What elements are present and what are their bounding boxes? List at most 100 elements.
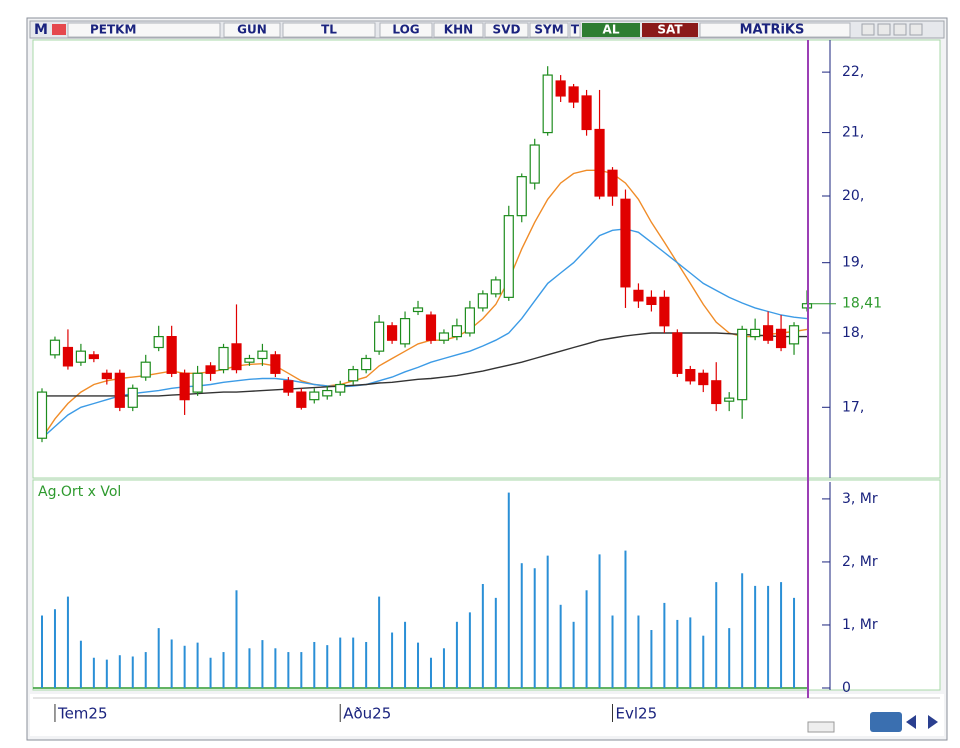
toolbar-button-label: KHN xyxy=(444,23,473,37)
volume-bar xyxy=(79,640,82,688)
sell-label: SAT xyxy=(657,23,683,37)
volume-bar xyxy=(507,492,510,688)
candle-body xyxy=(309,391,320,401)
window-button[interactable] xyxy=(861,23,875,36)
symbol: PETKM xyxy=(90,23,136,37)
window-button[interactable] xyxy=(893,23,907,36)
volume-bar xyxy=(689,617,692,688)
volume-bar xyxy=(300,652,303,688)
sell-button[interactable] xyxy=(642,23,698,37)
x-tick-label: Aðu25 xyxy=(343,705,391,723)
candle-body xyxy=(361,357,372,371)
candle-body xyxy=(296,391,307,408)
candle-body xyxy=(412,307,424,313)
candle-body xyxy=(698,372,709,386)
scroll-right[interactable] xyxy=(928,715,938,729)
buy-label: AL xyxy=(603,23,620,37)
candle-body xyxy=(283,380,294,393)
candle-body xyxy=(322,389,333,397)
candle-body xyxy=(620,198,631,288)
candle-body xyxy=(607,169,618,197)
currency: TL xyxy=(321,23,337,37)
brand: MATRiKS xyxy=(740,23,805,38)
volume-bar xyxy=(494,597,497,688)
volume-bar xyxy=(650,630,653,688)
candle-body xyxy=(775,328,787,349)
plot: 17, 18, 19, 20, 21, 22, 18,41 0 1, Mr 2, Mr 3, Mr T… xyxy=(33,64,882,723)
volume-bar xyxy=(183,645,186,688)
volume-bar xyxy=(520,563,523,688)
scroll-button[interactable] xyxy=(807,721,835,733)
buy-button[interactable] xyxy=(582,23,640,37)
toolbar-buttons: LOG KHN SVD SYM T xyxy=(379,22,581,38)
volume-bar xyxy=(780,582,783,688)
candle-body xyxy=(633,289,644,302)
candle-body xyxy=(114,372,125,408)
y-tick-label: 17, xyxy=(842,399,864,415)
toolbar-button-label: SVD xyxy=(493,23,521,37)
candle-body xyxy=(166,335,177,374)
volume-bar xyxy=(170,639,173,688)
volume-bar xyxy=(533,568,536,688)
last-price-label: 18,41 xyxy=(842,296,882,312)
toolbar-button[interactable] xyxy=(529,22,569,38)
candle-body xyxy=(348,369,359,382)
toolbar-button-label: T xyxy=(571,23,580,37)
volume-bar xyxy=(715,582,718,688)
candle-body xyxy=(374,321,385,352)
candle-body xyxy=(127,387,138,408)
candle-body xyxy=(101,372,112,380)
volume-bar xyxy=(754,585,757,688)
candle-body xyxy=(62,346,74,367)
candle-body xyxy=(490,279,501,295)
candle-body xyxy=(477,293,488,309)
volume-bar xyxy=(585,590,588,688)
y-tick-label: 22, xyxy=(842,64,864,80)
currency-box[interactable] xyxy=(282,22,376,38)
candle-body xyxy=(49,339,61,356)
y-tick-label: 18, xyxy=(842,325,864,341)
volume-bar xyxy=(676,619,679,688)
candle-body xyxy=(685,369,696,382)
toolbar-button-label: LOG xyxy=(392,23,419,37)
symbol-box[interactable] xyxy=(67,22,221,38)
y-tick-label: 1, Mr xyxy=(842,617,878,633)
candle-body xyxy=(425,314,437,341)
volume-bar xyxy=(481,584,484,688)
volume-bar xyxy=(287,652,290,688)
candle-body xyxy=(88,354,99,360)
volume-bar xyxy=(118,655,121,688)
volume-bar xyxy=(663,602,666,688)
volume-bar xyxy=(637,615,640,688)
refresh-button[interactable] xyxy=(870,712,902,732)
volume-bar xyxy=(131,656,134,688)
candle-body xyxy=(788,325,800,345)
candle-body xyxy=(503,215,514,298)
volume-bar xyxy=(378,596,381,688)
candle-body xyxy=(581,95,592,131)
volume-bar xyxy=(144,652,147,688)
volume-bar xyxy=(53,609,56,688)
scroll-left[interactable] xyxy=(906,715,916,729)
period-box[interactable] xyxy=(223,22,281,38)
toolbar-button[interactable] xyxy=(433,22,484,38)
candle-body xyxy=(711,380,722,405)
candle-body xyxy=(36,391,48,439)
menu-button[interactable]: M xyxy=(34,22,48,38)
toolbar-button[interactable] xyxy=(484,22,529,38)
volume-bar xyxy=(468,612,471,688)
toolbar-button[interactable] xyxy=(569,22,581,38)
window-button[interactable] xyxy=(877,23,891,36)
y-tick-label: 21, xyxy=(842,125,864,141)
window-button[interactable] xyxy=(909,23,923,36)
moving-average-line xyxy=(41,228,808,439)
volume-bar xyxy=(559,604,562,688)
candle-body xyxy=(335,383,346,393)
volume-bar xyxy=(728,628,731,688)
volume-panel xyxy=(32,479,941,691)
volume-bar xyxy=(209,657,212,688)
toolbar-button[interactable] xyxy=(379,22,433,38)
candle-body xyxy=(270,354,281,374)
candle-body xyxy=(218,346,229,371)
volume-bar xyxy=(248,648,251,688)
